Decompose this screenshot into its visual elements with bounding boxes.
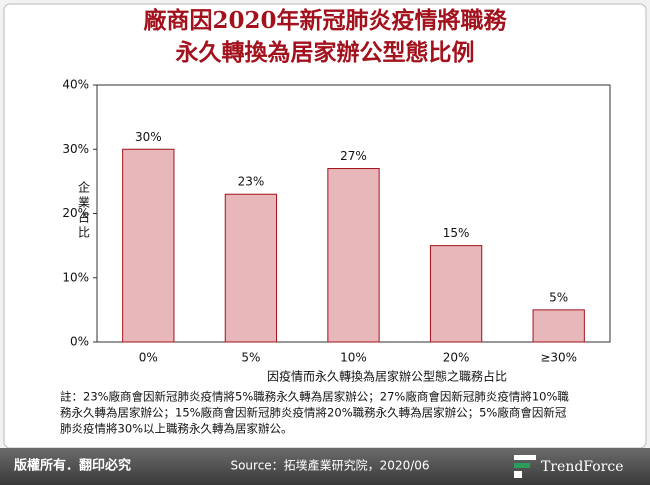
- y-tick-label: 10%: [62, 270, 89, 284]
- bar: [429, 245, 483, 343]
- bar: [327, 168, 380, 343]
- note: 務永久轉為居家辦公；15%廠商會因新冠肺炎疫情將20%職務永久轉為居家辦公；5%…: [60, 406, 567, 420]
- x-tick-label: 5%: [241, 351, 260, 365]
- bar: [122, 148, 175, 343]
- value-label: 5%: [549, 290, 568, 304]
- value-label: 15%: [443, 226, 470, 240]
- x-axis-label: 因疫情而永久轉換為居家辦公型態之職務占比: [267, 369, 507, 384]
- y-tick-label: 30%: [62, 142, 89, 156]
- source: Source：拓墣產業研究院，2020/06: [230, 458, 429, 473]
- x-tick-label: 0%: [139, 351, 158, 365]
- y-tick-label: 0%: [70, 335, 89, 349]
- chart-title: 永久轉換為居家辦公型態比例: [176, 39, 475, 66]
- copyright: 版權所有．翻印必究: [14, 458, 131, 474]
- y-tick-label: 20%: [62, 206, 89, 220]
- x-tick-label: 20%: [443, 351, 470, 365]
- footer: [0, 448, 650, 485]
- brand: TrendForce: [541, 459, 624, 475]
- chart-title: 廠商因2020年新冠肺炎疫情將職務: [143, 7, 507, 34]
- value-label: 27%: [340, 149, 367, 163]
- x-tick-label: ≥30%: [540, 351, 577, 365]
- note: 肺炎疫情將30%以上職務永久轉為居家辦公。: [60, 422, 293, 436]
- y-axis-label: 企業占比: [78, 179, 90, 239]
- x-tick-label: 10%: [340, 351, 367, 365]
- logo-icon: [514, 471, 522, 478]
- value-label: 30%: [135, 130, 162, 144]
- note: 註：23%廠商會因新冠肺炎疫情將5%職務永久轉為居家辦公；27%廠商會因新冠肺炎…: [60, 390, 569, 404]
- value-label: 23%: [238, 175, 265, 189]
- logo-icon: [514, 463, 530, 468]
- bar: [224, 193, 278, 343]
- bar: [532, 309, 585, 343]
- logo-icon: [514, 455, 536, 460]
- y-tick-label: 40%: [62, 78, 89, 92]
